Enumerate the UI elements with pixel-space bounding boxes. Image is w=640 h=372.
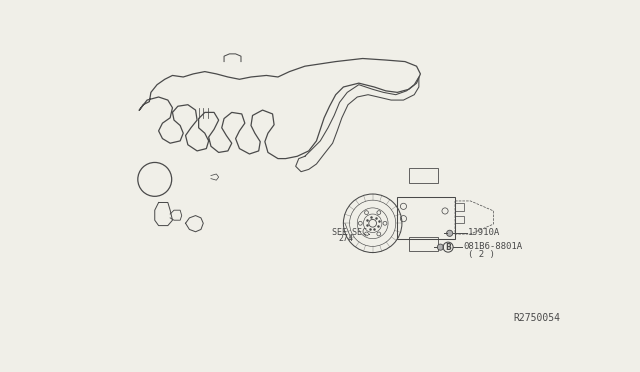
Text: R2750054: R2750054 (513, 313, 561, 323)
Text: B: B (445, 243, 451, 251)
Text: 081B6-8801A: 081B6-8801A (463, 242, 523, 251)
Text: SEE SEC.: SEE SEC. (332, 228, 372, 237)
Circle shape (447, 230, 452, 236)
Text: 274: 274 (338, 234, 353, 243)
Polygon shape (296, 77, 419, 172)
Circle shape (437, 244, 444, 250)
Text: ( 2 ): ( 2 ) (468, 250, 495, 259)
Text: 1J910A: 1J910A (468, 228, 500, 237)
Polygon shape (140, 58, 420, 158)
